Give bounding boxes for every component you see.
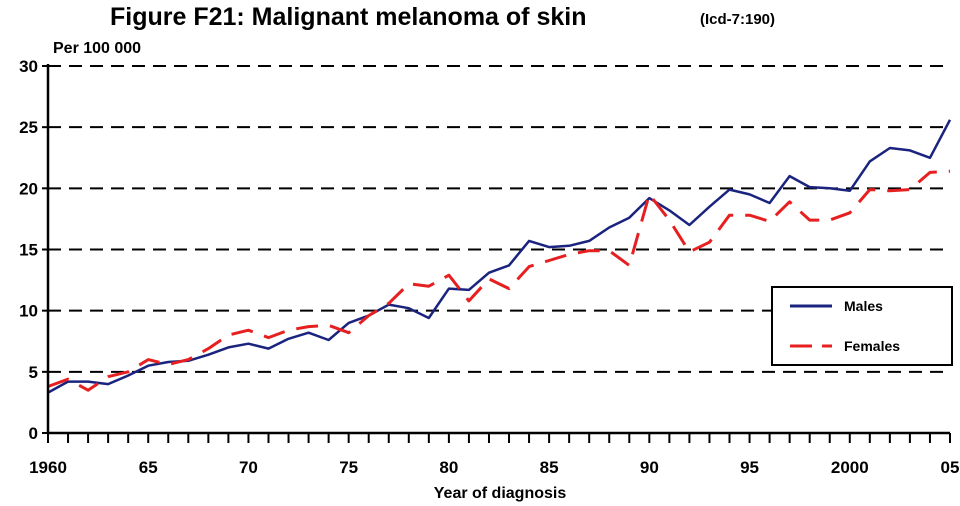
y-axis-unit-label: Per 100 000 <box>53 40 141 57</box>
x-tick-label-95: 95 <box>740 458 759 477</box>
grid-lines <box>48 65 950 373</box>
y-tick-label-20: 20 <box>19 179 38 198</box>
x-tick-label-80: 80 <box>439 458 458 477</box>
y-tick-labels: 0 5 10 15 20 25 30 <box>19 57 38 443</box>
y-tick-label-15: 15 <box>19 241 38 260</box>
x-tick-label-75: 75 <box>339 458 358 477</box>
chart-subtitle: (Icd-7:190) <box>700 11 775 28</box>
y-tick-label-5: 5 <box>29 363 38 382</box>
x-tick-label-85: 85 <box>540 458 559 477</box>
x-tick-labels: 1960 65 70 75 80 85 90 95 2000 05 <box>29 458 959 477</box>
legend: Males Females <box>771 286 953 366</box>
x-tick-label-90: 90 <box>640 458 659 477</box>
x-tick-label-1960: 1960 <box>29 458 67 477</box>
x-tick-label-65: 65 <box>139 458 158 477</box>
x-tick-label-2000: 2000 <box>831 458 869 477</box>
x-tick-label-70: 70 <box>239 458 258 477</box>
y-tick-label-30: 30 <box>19 57 38 76</box>
y-tick-label-25: 25 <box>19 118 38 137</box>
y-tick-label-0: 0 <box>29 424 38 443</box>
y-tick-label-10: 10 <box>19 302 38 321</box>
series-line-males <box>47 119 952 394</box>
legend-label-males: Males <box>844 298 883 314</box>
legend-box <box>771 286 953 366</box>
series-line-females <box>47 169 951 392</box>
x-tick-label-05: 05 <box>941 458 960 477</box>
series-lines <box>47 119 952 394</box>
chart-title: Figure F21: Malignant melanoma of skin <box>110 3 586 31</box>
legend-label-females: Females <box>844 338 900 354</box>
axes <box>42 64 951 443</box>
x-axis-label: Year of diagnosis <box>434 485 567 502</box>
